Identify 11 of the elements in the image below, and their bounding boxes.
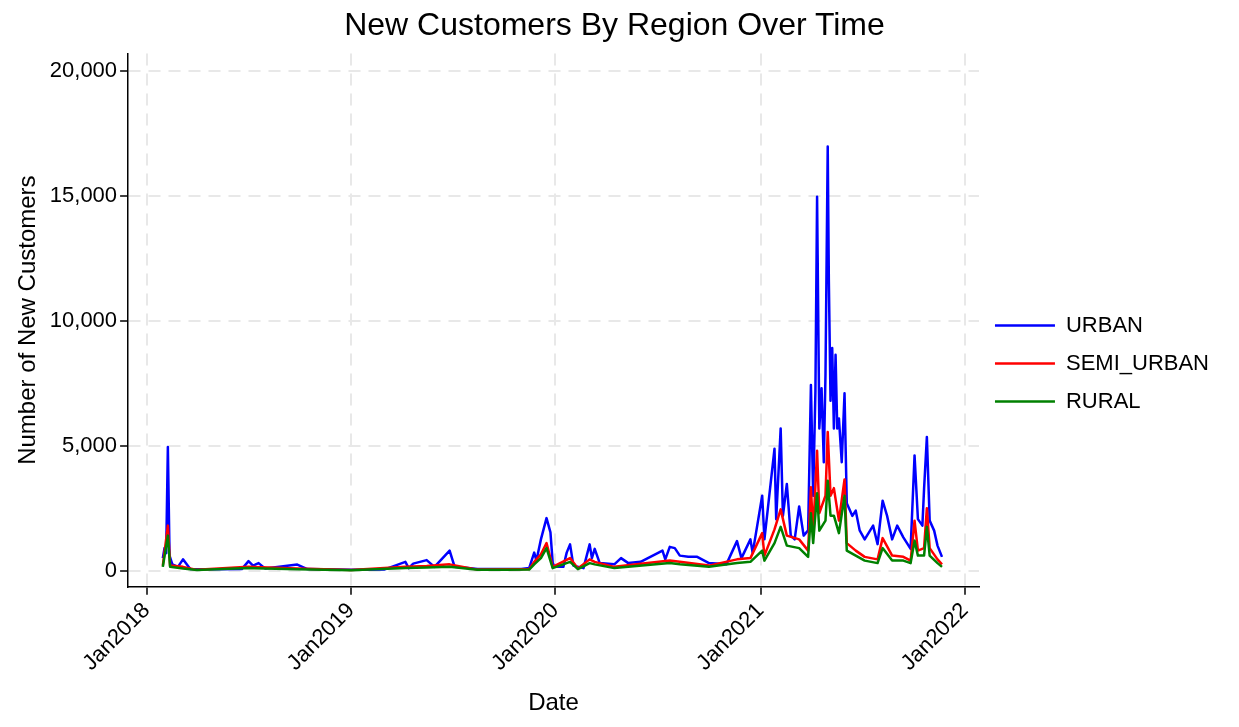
- y-axis-title: Number of New Customers: [13, 175, 41, 465]
- chart-title: New Customers By Region Over Time: [344, 6, 885, 43]
- legend-label: RURAL: [1065, 387, 1141, 413]
- legend-label: SEMI_URBAN: [1065, 349, 1210, 375]
- y-tick-label: 5,000: [62, 431, 118, 457]
- y-tick-label: 20,000: [49, 56, 118, 82]
- x-axis-title: Date: [528, 688, 579, 716]
- y-tick-label: 10,000: [49, 306, 118, 332]
- y-tick-label: 15,000: [49, 181, 118, 207]
- y-tick-label: 0: [104, 556, 118, 582]
- legend-label: URBAN: [1065, 311, 1143, 337]
